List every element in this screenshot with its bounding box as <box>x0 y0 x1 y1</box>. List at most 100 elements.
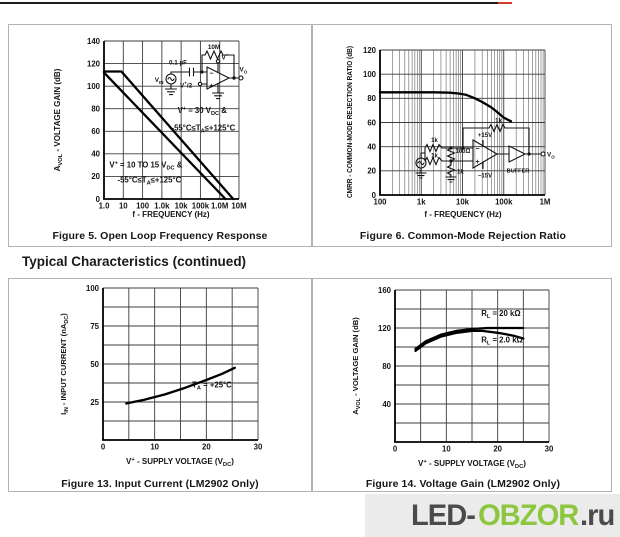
svg-text:V+ = 10 TO 15 VDC &: V+ = 10 TO 15 VDC & <box>109 160 182 171</box>
svg-text:1k: 1k <box>431 138 438 144</box>
figure5-chart: 0 20 40 60 80 100 120 140 1.0 10 100 1.0k 10k 100k 1.0… <box>53 37 248 219</box>
cmrr-test-circuit <box>415 123 546 183</box>
svg-text:10k: 10k <box>456 198 470 207</box>
top-black-line <box>0 2 498 4</box>
svg-text:1k: 1k <box>417 198 426 207</box>
svg-text:160: 160 <box>378 286 392 295</box>
inset-labels: 10M 0.1 µF VIN V+/2 V+ VO − + <box>155 44 248 90</box>
svg-text:100: 100 <box>373 198 387 207</box>
svg-text:VO: VO <box>240 67 248 75</box>
svg-text:20: 20 <box>202 443 211 452</box>
svg-text:25: 25 <box>90 398 99 407</box>
figure13-panel: 25 50 75 100 0 10 20 30 V+ - SUPPLY VOLTAGE (VDC… <box>9 279 311 491</box>
svg-text:−: − <box>475 146 479 153</box>
svg-text:60: 60 <box>367 118 376 127</box>
svg-text:140: 140 <box>87 37 101 46</box>
svg-text:120: 120 <box>87 59 101 68</box>
svg-text:100: 100 <box>87 82 101 91</box>
svg-text:f - FREQUENCY (Hz): f - FREQUENCY (Hz) <box>424 210 502 219</box>
section-heading: Typical Characteristics (continued) <box>22 254 247 269</box>
svg-text:10: 10 <box>119 202 128 211</box>
svg-text:0: 0 <box>393 445 398 454</box>
svg-text:120: 120 <box>378 324 392 333</box>
svg-text:20: 20 <box>493 445 502 454</box>
svg-text:0: 0 <box>96 195 101 204</box>
svg-text:-55°C≤TA≤+125°C: -55°C≤TA≤+125°C <box>118 175 182 186</box>
figure14-panel: 40 80 120 160 0 10 20 30 V+ - SUPPLY VOLTAGE (VD… <box>311 279 613 491</box>
figure6-chart: 0 20 40 60 80 100 120 100 1k 10k 100k 1M f - FREQUEN… <box>345 45 555 219</box>
svg-text:80: 80 <box>382 362 391 371</box>
svg-text:1k: 1k <box>457 170 464 176</box>
svg-text:AVOL - VOLTAGE GAIN (dB): AVOL - VOLTAGE GAIN (dB) <box>351 317 362 415</box>
svg-text:0.1 µF: 0.1 µF <box>169 60 187 67</box>
figure5-caption: Figure 5. Open Loop Frequency Response <box>52 230 268 242</box>
svg-text:100k: 100k <box>192 202 210 211</box>
svg-text:AVOL - VOLTAGE GAIN (dB): AVOL - VOLTAGE GAIN (dB) <box>53 68 64 171</box>
figure6-panel: 0 20 40 60 80 100 120 100 1k 10k 100k 1M f - FREQUEN… <box>311 25 613 246</box>
watermark-ru: .ru <box>579 498 615 532</box>
svg-text:20: 20 <box>367 167 376 176</box>
svg-text:+15V: +15V <box>478 133 492 139</box>
svg-text:V+ - SUPPLY VOLTAGE (VDC): V+ - SUPPLY VOLTAGE (VDC) <box>126 457 234 468</box>
plot-layer: 25 50 75 100 0 10 20 30 V+ - SUPPLY VOLTAGE (VDC… <box>59 284 263 468</box>
svg-text:1k: 1k <box>431 154 438 160</box>
svg-text:10k: 10k <box>175 202 189 211</box>
svg-text:RL = 20 kΩ: RL = 20 kΩ <box>481 309 520 320</box>
figure13-chart: 25 50 75 100 0 10 20 30 V+ - SUPPLY VOLTAGE (VDC… <box>59 284 263 468</box>
figure14-caption: Figure 14. Voltage Gain (LM2902 Only) <box>365 478 561 490</box>
svg-text:IIN - INPUT CURRENT (nADC): IIN - INPUT CURRENT (nADC) <box>59 313 70 415</box>
svg-text:1.0M: 1.0M <box>211 202 228 211</box>
svg-text:1.0k: 1.0k <box>154 202 170 211</box>
svg-text:80: 80 <box>91 105 100 114</box>
svg-text:−: − <box>209 71 213 78</box>
svg-text:0: 0 <box>372 191 377 200</box>
svg-text:-55°C≤TA≤+125°C: -55°C≤TA≤+125°C <box>172 123 236 134</box>
figure6-caption: Figure 6. Common-Mode Rejection Ratio <box>359 230 567 242</box>
svg-text:20: 20 <box>91 172 100 181</box>
svg-text:V+ = 30 VDC &: V+ = 30 VDC & <box>178 106 228 117</box>
svg-text:10M: 10M <box>231 202 246 211</box>
svg-text:100Ω: 100Ω <box>456 149 471 155</box>
svg-text:30: 30 <box>545 445 554 454</box>
plot-layer: 0 20 40 60 80 100 120 100 1k 10k 100k 1M f - FREQUEN… <box>345 45 550 219</box>
svg-text:100: 100 <box>86 284 100 293</box>
svg-text:100k: 100k <box>495 198 513 207</box>
svg-text:10: 10 <box>150 443 159 452</box>
svg-text:RL = 2.0 kΩ: RL = 2.0 kΩ <box>481 335 523 346</box>
svg-text:10M: 10M <box>208 44 220 51</box>
svg-text:1.0: 1.0 <box>99 202 111 211</box>
svg-text:VIN: VIN <box>155 77 164 85</box>
svg-text:TA = +25°C: TA = +25°C <box>192 381 232 392</box>
watermark-led: LED- <box>411 498 476 532</box>
svg-text:40: 40 <box>367 142 376 151</box>
svg-text:0: 0 <box>101 443 106 452</box>
top-red-line <box>498 2 512 4</box>
opamp-test-circuit <box>164 49 244 100</box>
plot-layer: 0 20 40 60 80 100 120 140 1.0 10 100 1.0k 10k 100k 1.0… <box>53 37 247 219</box>
svg-text:10: 10 <box>442 445 451 454</box>
bottom-figures-row: 25 50 75 100 0 10 20 30 V+ - SUPPLY VOLTAGE (VDC… <box>8 278 612 492</box>
svg-text:50: 50 <box>90 360 99 369</box>
svg-text:100: 100 <box>136 202 150 211</box>
svg-text:V+ - SUPPLY VOLTAGE (VDC): V+ - SUPPLY VOLTAGE (VDC) <box>418 459 526 470</box>
svg-text:V+: V+ <box>222 53 229 62</box>
watermark-logo[interactable]: LED- OBZOR .ru <box>365 494 620 537</box>
svg-text:100: 100 <box>363 70 377 79</box>
plot-layer: 40 80 120 160 0 10 20 30 V+ - SUPPLY VOLTAGE (VD… <box>351 286 554 470</box>
svg-text:VO: VO <box>547 152 555 160</box>
svg-text:1k: 1k <box>495 119 502 125</box>
svg-text:+: + <box>475 159 479 166</box>
figure14-chart: 40 80 120 160 0 10 20 30 V+ - SUPPLY VOLTAGE (VD… <box>351 286 554 470</box>
svg-text:40: 40 <box>382 400 391 409</box>
svg-text:V+/2: V+/2 <box>180 81 193 90</box>
svg-text:120: 120 <box>363 46 377 55</box>
watermark-obzor: OBZOR <box>478 498 579 532</box>
svg-text:1M: 1M <box>540 198 551 207</box>
svg-text:f - FREQUENCY (Hz): f - FREQUENCY (Hz) <box>132 210 210 219</box>
svg-text:80: 80 <box>367 94 376 103</box>
svg-text:−15V: −15V <box>478 174 492 180</box>
svg-text:75: 75 <box>90 322 99 331</box>
svg-text:30: 30 <box>254 443 263 452</box>
svg-text:40: 40 <box>91 150 100 159</box>
